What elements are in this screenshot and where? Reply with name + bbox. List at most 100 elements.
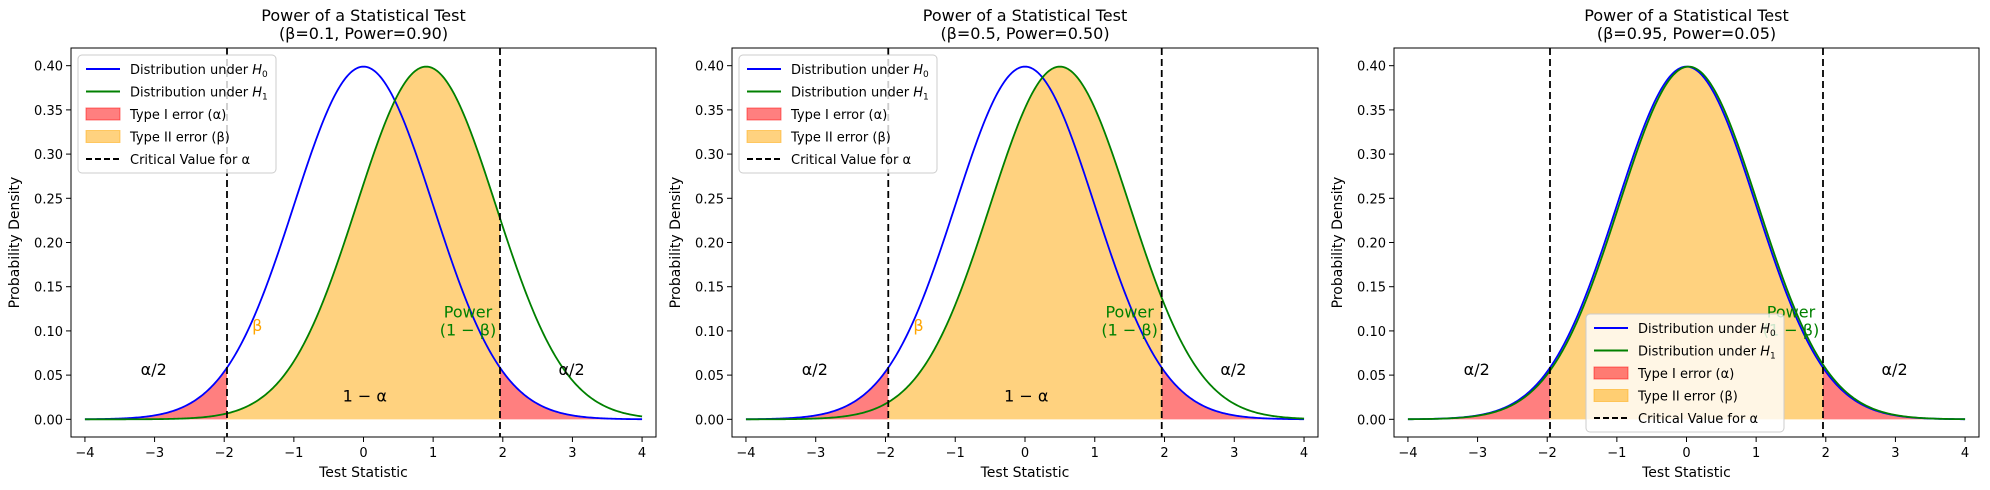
legend-label-math: H bbox=[913, 63, 923, 78]
legend-label-subscript: 0 bbox=[923, 70, 929, 80]
legend: Distribution under H0 Distribution under … bbox=[738, 54, 938, 174]
legend-label-text: Distribution under bbox=[791, 63, 913, 78]
legend-box bbox=[738, 54, 938, 174]
legend-box bbox=[77, 54, 277, 174]
y-tick-label: 0.25 bbox=[34, 192, 63, 207]
y-axis-label: Probability Density bbox=[7, 177, 23, 309]
type-i-error-area-left bbox=[745, 367, 889, 420]
x-tick-label: 2 bbox=[499, 446, 507, 461]
legend-label-text: Distribution under bbox=[1638, 345, 1760, 360]
y-tick-label: 0.15 bbox=[34, 281, 63, 296]
x-tick-label: 2 bbox=[1160, 446, 1168, 461]
legend-label: Type I error (α) bbox=[790, 108, 887, 123]
x-axis-label: Test Statistic bbox=[1641, 465, 1731, 481]
chart-title: Power of a Statistical Test bbox=[923, 6, 1128, 25]
legend-label-text: Type I error (α) bbox=[129, 108, 226, 123]
type-ii-error-area bbox=[227, 66, 500, 420]
annotation-6: (1 − β) bbox=[1101, 320, 1157, 339]
y-tick-label: 0.40 bbox=[1357, 60, 1386, 75]
annotation-3: 1 − α bbox=[1004, 387, 1048, 406]
legend-label: Distribution under H1 bbox=[791, 86, 929, 103]
x-tick-label: 1 bbox=[1752, 446, 1760, 461]
legend-label-math: H bbox=[1760, 345, 1770, 360]
x-tick-label: 0 bbox=[1682, 446, 1690, 461]
legend-box bbox=[1585, 313, 1785, 433]
legend-label-subscript: 0 bbox=[1770, 329, 1776, 339]
y-tick-label: 0.00 bbox=[1357, 413, 1386, 428]
y-tick-label: 0.10 bbox=[34, 325, 63, 340]
y-axis-label: Probability Density bbox=[668, 177, 684, 309]
type-i-error-area-right bbox=[1823, 367, 1966, 420]
legend-patch-swatch bbox=[1593, 389, 1629, 402]
y-tick-label: 0.30 bbox=[34, 148, 63, 163]
legend-label-text: Critical Value for α bbox=[791, 153, 911, 168]
type-i-error-area-left bbox=[84, 367, 228, 420]
h0-curve bbox=[745, 65, 1305, 421]
h0-curve bbox=[84, 65, 643, 421]
x-tick-label: 1 bbox=[429, 446, 437, 461]
y-tick-label: 0.30 bbox=[695, 148, 724, 163]
legend-label-text: Distribution under bbox=[130, 63, 252, 78]
legend-label-subscript: 1 bbox=[262, 93, 268, 103]
y-tick-label: 0.40 bbox=[695, 60, 724, 75]
y-tick-label: 0.20 bbox=[1357, 237, 1386, 252]
legend-label-text: Type I error (α) bbox=[1637, 367, 1734, 382]
annotation-6: (1 − β) bbox=[440, 320, 496, 339]
legend-label-text: Distribution under bbox=[130, 86, 252, 101]
legend-label-subscript: 0 bbox=[262, 70, 268, 80]
y-tick-label: 0.30 bbox=[1357, 148, 1386, 163]
x-tick-label: 1 bbox=[1091, 446, 1099, 461]
annotation-5: Power bbox=[444, 303, 493, 322]
x-tick-label: 2 bbox=[1822, 446, 1830, 461]
x-tick-label: −2 bbox=[1538, 446, 1557, 461]
legend-label-text: Critical Value for α bbox=[1638, 412, 1758, 427]
h1-curve bbox=[84, 65, 643, 421]
x-tick-label: −4 bbox=[736, 446, 755, 461]
h1-curve bbox=[1407, 65, 1966, 421]
x-tick-label: −3 bbox=[1468, 446, 1487, 461]
chart-title: Power of a Statistical Test bbox=[1584, 6, 1789, 25]
legend-label: Distribution under H0 bbox=[1638, 322, 1776, 339]
legend-label: Critical Value for α bbox=[1638, 412, 1758, 427]
annotation-4: β bbox=[252, 316, 262, 335]
y-tick-label: 0.00 bbox=[695, 413, 724, 428]
y-tick-label: 0.05 bbox=[34, 369, 63, 384]
legend-label: Type II error (β) bbox=[1637, 390, 1738, 405]
legend-label: Critical Value for α bbox=[130, 153, 250, 168]
x-tick-label: −3 bbox=[145, 446, 164, 461]
y-tick-label: 0.20 bbox=[695, 237, 724, 252]
x-tick-label: 4 bbox=[638, 446, 646, 461]
chart-title: Power of a Statistical Test bbox=[261, 6, 466, 25]
type-i-error-area-right bbox=[1161, 367, 1305, 420]
legend-label: Type I error (α) bbox=[1637, 367, 1734, 382]
x-tick-label: −3 bbox=[806, 446, 825, 461]
annotation-2: α/2 bbox=[1220, 360, 1246, 379]
y-tick-label: 0.35 bbox=[695, 104, 724, 119]
legend-label: Distribution under H1 bbox=[1638, 345, 1776, 362]
x-tick-label: −4 bbox=[75, 446, 94, 461]
legend-label-math: H bbox=[252, 63, 262, 78]
x-tick-label: −1 bbox=[1607, 446, 1626, 461]
legend-label-math: H bbox=[252, 86, 262, 101]
x-tick-label: 0 bbox=[359, 446, 367, 461]
x-tick-label: 4 bbox=[1300, 446, 1308, 461]
legend-patch-swatch bbox=[746, 107, 782, 121]
legend-label-text: Distribution under bbox=[791, 86, 913, 101]
type-i-error-area-right bbox=[500, 367, 643, 420]
legend-label-math: H bbox=[913, 86, 923, 101]
y-tick-label: 0.15 bbox=[1357, 281, 1386, 296]
y-tick-label: 0.20 bbox=[34, 237, 63, 252]
chart-subtitle: (β=0.1, Power=0.90) bbox=[279, 24, 448, 43]
chart-subtitle: (β=0.95, Power=0.05) bbox=[1597, 24, 1776, 43]
x-tick-label: 4 bbox=[1961, 446, 1969, 461]
y-tick-label: 0.25 bbox=[695, 192, 724, 207]
legend-label-text: Distribution under bbox=[1638, 322, 1760, 337]
legend-label-subscript: 1 bbox=[1770, 352, 1776, 362]
y-tick-label: 0.05 bbox=[1357, 369, 1386, 384]
y-tick-label: 0.10 bbox=[1357, 325, 1386, 340]
legend-label-text: Type II error (β) bbox=[790, 131, 891, 146]
legend-label-text: Critical Value for α bbox=[130, 153, 250, 168]
legend-patch-swatch bbox=[85, 107, 121, 121]
